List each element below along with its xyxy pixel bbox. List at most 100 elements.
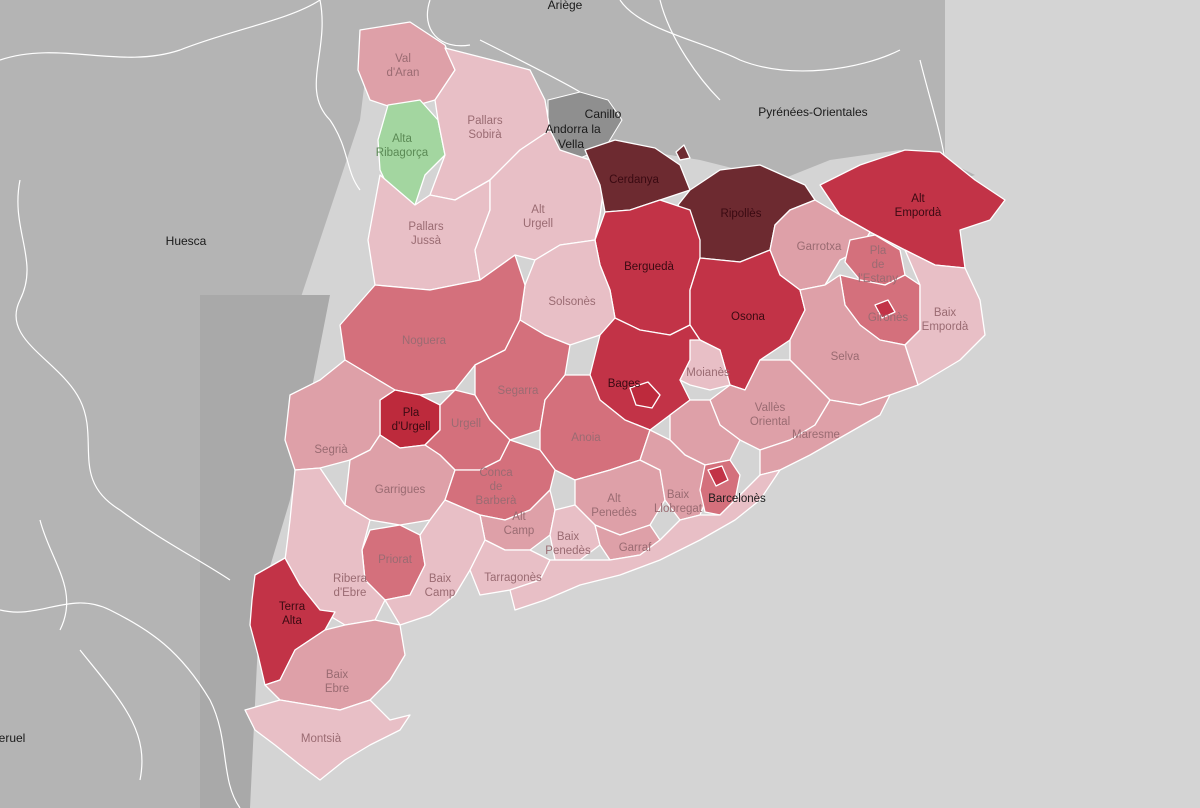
region-manresa-area[interactable] (629, 381, 661, 409)
label-terra-alta-2: Alta (282, 615, 302, 627)
label-terra-alta-1: Terra (279, 601, 306, 613)
label-pla-de-lestany-2: de (872, 259, 885, 271)
label-barcelones: Barcelonès (708, 493, 766, 505)
label-alta-ribagorca-1: Alta (392, 133, 412, 145)
label-vella: Vella (558, 137, 584, 151)
label-segarra: Segarra (498, 385, 540, 397)
region-cerdanya[interactable] (584, 139, 691, 213)
label-ariege: Ariège (548, 0, 583, 12)
label-moianes: Moianès (686, 367, 730, 379)
region-baix-camp[interactable] (384, 499, 486, 626)
label-ripolles: Ripollès (721, 208, 762, 220)
label-garrotxa: Garrotxa (797, 241, 842, 253)
label-val-daran-2: d'Aran (387, 67, 420, 79)
label-canillo: Canillo (585, 107, 622, 121)
label-baix-penedes-1: Baix (557, 531, 580, 543)
label-garrigues: Garrigues (375, 484, 426, 496)
region-baix-ebre[interactable] (264, 619, 406, 711)
region-moianes[interactable] (679, 339, 731, 391)
region-barcelones-core[interactable] (707, 465, 729, 487)
label-garraf: Garraf (619, 542, 652, 554)
label-alt-penedes-2: Penedès (591, 507, 637, 519)
label-solsones: Solsonès (548, 296, 596, 308)
label-baix-emporda-2: Empordà (922, 321, 969, 333)
label-pallars-sobira-1: Pallars (467, 115, 502, 127)
label-teruel: eruel (0, 731, 25, 745)
label-pla-de-lestany-3: l'Estany (858, 273, 898, 285)
region-maresme[interactable] (759, 394, 891, 476)
label-alt-penedes-1: Alt (607, 493, 621, 505)
region-montsia[interactable] (244, 699, 411, 781)
label-pla-durgell-2: d'Urgell (392, 421, 431, 433)
region-girona-city[interactable] (874, 299, 896, 319)
label-alt-urgell-1: Alt (531, 204, 545, 216)
label-bergueda: Berguedà (624, 261, 674, 273)
region-alta-ribagorca[interactable] (377, 99, 446, 206)
label-cerdanya: Cerdanya (609, 174, 659, 186)
label-alt-emporda-2: Empordà (895, 207, 942, 219)
label-baix-ebre-2: Ebre (325, 683, 349, 695)
label-girones: Gironès (868, 312, 909, 324)
label-segria: Segrià (314, 444, 348, 456)
label-huesca: Huesca (166, 234, 207, 248)
label-alt-camp-2: Camp (504, 525, 535, 537)
label-noguera: Noguera (402, 335, 447, 347)
label-pyrenees-orientales: Pyrénées-Orientales (758, 105, 867, 119)
external-labels: Ariège Huesca Canillo Andorra la Vella P… (0, 0, 868, 745)
label-conca-de-barbera-2: de (490, 481, 503, 493)
label-baix-emporda-1: Baix (934, 307, 957, 319)
label-alta-ribagorca-2: Ribagorça (376, 147, 429, 159)
label-baix-ebre-1: Baix (326, 669, 349, 681)
label-montsia: Montsià (301, 733, 342, 745)
region-selva[interactable] (789, 274, 919, 406)
label-ribera-debre-1: Ribera (333, 573, 367, 585)
label-conca-de-barbera-1: Conca (479, 467, 513, 479)
region-llivia[interactable] (675, 144, 691, 161)
external-borders (0, 0, 946, 808)
label-pla-de-lestany-1: Pla (870, 245, 887, 257)
label-ribera-debre-2: d'Ebre (334, 587, 367, 599)
label-pallars-jussa-1: Pallars (408, 221, 443, 233)
label-baix-llobregat-2: Llobregat (654, 503, 703, 515)
label-baix-camp-1: Baix (429, 573, 452, 585)
label-andorra-la: Andorra la (545, 122, 601, 136)
label-selva: Selva (831, 351, 860, 363)
label-baix-penedes-2: Penedès (545, 545, 591, 557)
region-coast-strip[interactable] (509, 469, 781, 611)
label-baix-camp-2: Camp (425, 587, 456, 599)
label-bages: Bages (608, 378, 641, 390)
label-alt-emporda-1: Alt (911, 193, 925, 205)
comarques-layer (244, 21, 1006, 781)
region-baix-emporda[interactable] (904, 249, 986, 386)
label-osona: Osona (731, 311, 765, 323)
label-anoia: Anoia (571, 432, 601, 444)
label-urgell: Urgell (451, 418, 481, 430)
label-val-daran-1: Val (395, 53, 411, 65)
label-alt-urgell-2: Urgell (523, 218, 553, 230)
label-priorat: Priorat (378, 554, 413, 566)
label-pallars-jussa-2: Jussà (411, 235, 442, 247)
label-pallars-sobira-2: Sobirà (468, 129, 502, 141)
label-maresme: Maresme (792, 429, 840, 441)
label-conca-de-barbera-3: Barberà (476, 495, 518, 507)
label-baix-llobregat-1: Baix (667, 489, 690, 501)
